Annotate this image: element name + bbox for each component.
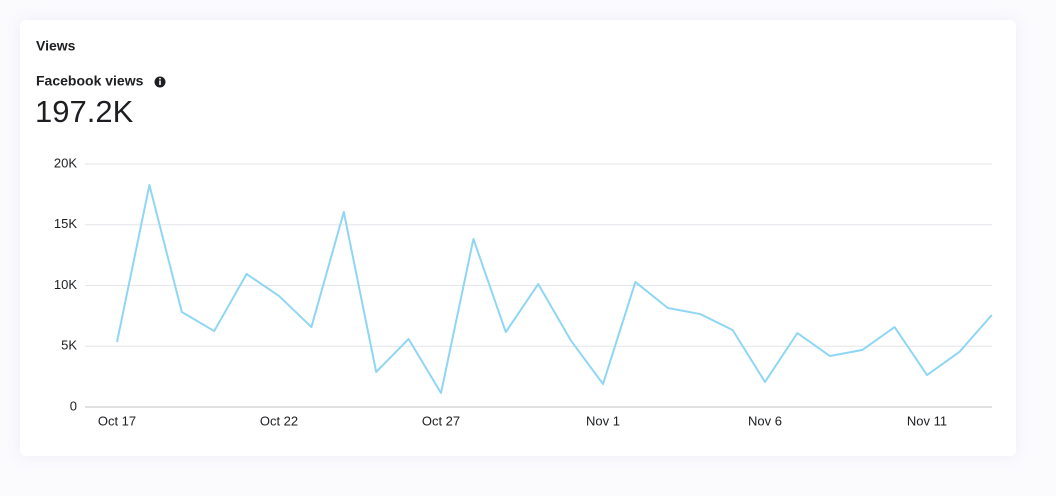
x-tick-label: Nov 6	[748, 413, 782, 428]
y-tick-label: 0	[70, 398, 77, 413]
card-title: Views	[36, 38, 76, 54]
y-tick-label: 10K	[54, 277, 77, 292]
x-tick-label: Nov 1	[586, 413, 620, 428]
x-tick-label: Nov 11	[907, 413, 947, 428]
metric-name: Facebook views	[36, 73, 144, 89]
x-tick-label: Oct 17	[98, 413, 136, 428]
x-tick-label: Oct 22	[260, 413, 298, 428]
card	[20, 20, 1016, 456]
x-tick-label: Oct 27	[422, 413, 460, 428]
metric-total: 197.2K	[35, 94, 134, 129]
y-tick-label: 15K	[54, 216, 77, 231]
line-series	[116, 184, 993, 395]
info-icon[interactable]	[154, 76, 166, 88]
y-tick-label: 5K	[61, 338, 77, 353]
y-tick-label: 20K	[54, 155, 77, 170]
